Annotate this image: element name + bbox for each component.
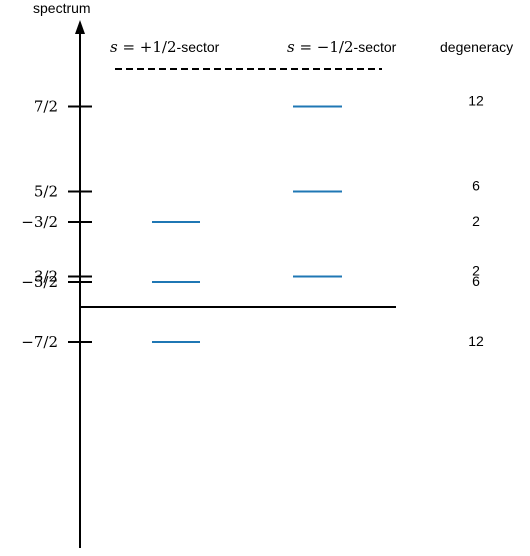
sector-minus-symbol: s [287, 38, 295, 56]
degeneracy-value: 12 [468, 93, 484, 109]
degeneracy-value: 2 [472, 263, 480, 279]
sector-plus-relation: = +1/2 [118, 38, 177, 56]
axis-title: spectrum [33, 0, 91, 16]
degeneracy-value: 12 [468, 333, 484, 349]
degeneracy-value: 2 [472, 213, 480, 229]
tick-label: 5/2 [34, 183, 58, 201]
axis-arrow-icon [75, 20, 85, 34]
tick-label: 7/2 [34, 98, 58, 116]
sector-plus-label: s = +1/2-sector [110, 38, 220, 56]
sector-plus-suffix: -sector [177, 39, 220, 55]
sector-minus-relation: = −1/2 [295, 38, 354, 56]
tick-label: 3/2 [34, 268, 58, 286]
degeneracy-value: 6 [472, 178, 480, 194]
sector-minus-suffix: -sector [354, 39, 397, 55]
tick-label: −7/2 [21, 333, 58, 351]
degeneracy-value: 6 [472, 273, 480, 289]
tick-label: −5/2 [21, 273, 58, 291]
sector-minus-label: s = −1/2-sector [287, 38, 397, 56]
sector-plus-symbol: s [110, 38, 118, 56]
degeneracy-header: degeneracy [440, 39, 513, 55]
tick-label: −3/2 [21, 213, 58, 231]
energy-levels: 7/2 12 5/2 6 3/2 2 −3/2 2 −5/2 6 −7/2 12 [21, 93, 484, 352]
